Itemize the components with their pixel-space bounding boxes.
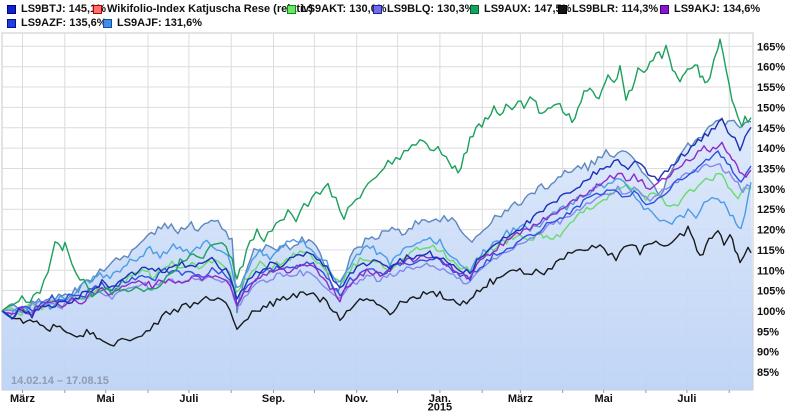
legend-item-label: LS9AKJ: 134,6% xyxy=(674,3,761,15)
series-line-LS9AUX xyxy=(1,38,752,312)
legend-item-label: LS9BLQ: 130,3% xyxy=(387,3,475,15)
x-axis-label: Mai xyxy=(595,393,613,405)
x-axis-label: Juli xyxy=(677,393,696,405)
legend-color-marker xyxy=(7,18,16,28)
y-axis-label: 160% xyxy=(757,62,785,74)
series-line-LS9AJF xyxy=(1,178,752,318)
x-axis-label: März xyxy=(508,393,534,405)
series-line-LS9AZF xyxy=(1,150,752,320)
y-axis: 85% 90% 95% 100% 105% 110% 115% 120% 125% 130% 135… xyxy=(757,41,785,379)
x-axis-label: Jan. xyxy=(429,393,451,405)
x-axis-label: Juli xyxy=(179,393,198,405)
legend-color-marker xyxy=(93,4,102,14)
y-axis-label: 105% xyxy=(757,286,785,298)
y-axis-label: 135% xyxy=(757,164,785,176)
legend-item-label: Wikifolio-Index Katjuscha Rese (relativ) xyxy=(107,3,313,15)
y-axis-label: 145% xyxy=(757,123,785,135)
y-axis-label: 100% xyxy=(757,306,785,318)
legend-color-marker xyxy=(373,4,382,14)
legend-item-LS9AZF[interactable]: LS9AZF: 135,6% xyxy=(7,17,107,29)
legend-color-marker xyxy=(470,4,479,14)
y-axis-label: 140% xyxy=(757,143,785,155)
legend-item-label: LS9AZF: 135,6% xyxy=(21,17,107,29)
legend-item-LS9BLQ[interactable]: LS9BLQ: 130,3% xyxy=(373,3,474,15)
legend-color-marker xyxy=(7,4,16,14)
x-axis-label: Nov. xyxy=(345,393,368,405)
legend-item-LS9AKJ[interactable]: LS9AKJ: 134,6% xyxy=(660,3,760,15)
legend-color-marker xyxy=(103,18,112,28)
y-axis-label: 110% xyxy=(757,265,785,277)
x-axis-label: März xyxy=(10,393,36,405)
legend-color-marker xyxy=(558,4,567,14)
legend-item-LS9BLR[interactable]: LS9BLR: 114,3% xyxy=(558,3,658,15)
legend-color-marker xyxy=(660,4,669,14)
y-axis-label: 125% xyxy=(757,204,785,216)
legend-item-label: LS9AJF: 131,6% xyxy=(117,17,202,29)
legend-item-label: LS9AKT: 130,0% xyxy=(301,3,387,15)
series-line-LS9AKJ xyxy=(1,141,752,316)
series-line-wikifolio xyxy=(1,117,752,314)
y-axis-label: 130% xyxy=(757,184,785,196)
y-axis-label: 155% xyxy=(757,82,785,94)
legend-item-LS9AUX[interactable]: LS9AUX: 147,5% xyxy=(470,3,571,15)
x-axis-year-label: 2015 xyxy=(428,402,452,411)
y-axis-label: 150% xyxy=(757,102,785,114)
y-axis-label: 115% xyxy=(757,245,785,257)
x-axis-label: Sep. xyxy=(262,393,285,405)
legend-item-wikifolio[interactable]: Wikifolio-Index Katjuscha Rese (relativ) xyxy=(93,3,313,15)
series-line-LS9BLR xyxy=(1,225,752,347)
y-axis-label: 95% xyxy=(757,326,779,338)
y-axis-label: 165% xyxy=(757,41,785,53)
y-axis-label: 90% xyxy=(757,347,779,359)
x-axis: März Mai Juli Sep. Nov. Jan.2015 März Mai Juli xyxy=(10,390,730,411)
legend-item-LS9AJF[interactable]: LS9AJF: 131,6% xyxy=(103,17,202,29)
legend-item-LS9BTJ[interactable]: LS9BTJ: 145,1% xyxy=(7,3,106,15)
legend-color-marker xyxy=(287,4,296,14)
x-axis-label: Mai xyxy=(97,393,115,405)
chart-legend: LS9BTJ: 145,1% Wikifolio-Index Katjuscha … xyxy=(0,0,792,32)
y-axis-label: 120% xyxy=(757,225,785,237)
series-line-LS9BTJ xyxy=(1,118,752,320)
legend-item-LS9AKT[interactable]: LS9AKT: 130,0% xyxy=(287,3,387,15)
legend-item-label: LS9AUX: 147,5% xyxy=(484,3,572,15)
legend-item-label: LS9BTJ: 145,1% xyxy=(21,3,106,15)
date-range-label: 14.02.14 – 17.08.15 xyxy=(11,375,109,387)
legend-item-label: LS9BLR: 114,3% xyxy=(572,3,659,15)
y-axis-label: 85% xyxy=(757,367,779,379)
